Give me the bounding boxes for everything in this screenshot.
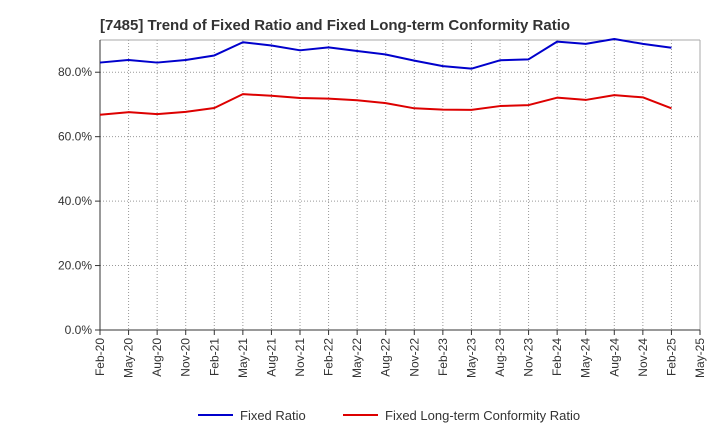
x-tick-label: Nov-23 [522, 338, 536, 377]
y-tick-label: 0.0% [65, 323, 93, 337]
series-line-1 [99, 93, 672, 116]
x-tick-label: Nov-21 [293, 338, 307, 377]
y-tick-label: 40.0% [58, 194, 92, 208]
x-tick-label: Aug-22 [379, 338, 393, 377]
x-tick-label: May-25 [693, 338, 707, 378]
x-tick-label: Feb-24 [550, 338, 564, 376]
x-tick-label: May-20 [122, 338, 136, 378]
grid-layer [99, 40, 701, 330]
x-tick-label: May-24 [579, 338, 593, 378]
y-tick-label: 80.0% [58, 65, 92, 79]
x-tick-label: Nov-22 [407, 338, 421, 377]
x-tick-label: Feb-21 [207, 338, 221, 376]
x-tick-label: Aug-20 [150, 338, 164, 377]
x-tick-label: Feb-22 [322, 338, 336, 376]
axis-layer: 0.0% 20.0% 40.0% 60.0% 80.0% Feb-20 May-20 Aug-… [58, 39, 707, 378]
y-tick-label: 60.0% [58, 130, 92, 144]
x-tick-label: Aug-24 [607, 338, 621, 377]
x-tick-label: Feb-25 [664, 338, 678, 376]
x-tick-label: Nov-24 [636, 338, 650, 377]
x-tick-label: May-22 [350, 338, 364, 378]
x-tick-label: Aug-23 [493, 338, 507, 377]
x-tick-label: May-23 [464, 338, 478, 378]
legend-label-0: Fixed Ratio [240, 408, 306, 423]
y-tick-label: 20.0% [58, 259, 92, 273]
x-tick-label: Nov-20 [179, 338, 193, 377]
series-line-0 [99, 38, 672, 70]
x-tick-label: May-21 [236, 338, 250, 378]
x-tick-label: Feb-20 [93, 338, 107, 376]
legend: Fixed Ratio Fixed Long-term Conformity Ra… [198, 408, 580, 423]
x-tick-label: Feb-23 [436, 338, 450, 376]
chart-title: [7485] Trend of Fixed Ratio and Fixed Lo… [100, 17, 570, 34]
series-layer [99, 38, 672, 116]
legend-label-1: Fixed Long-term Conformity Ratio [385, 408, 580, 423]
x-tick-label: Aug-21 [264, 338, 278, 377]
